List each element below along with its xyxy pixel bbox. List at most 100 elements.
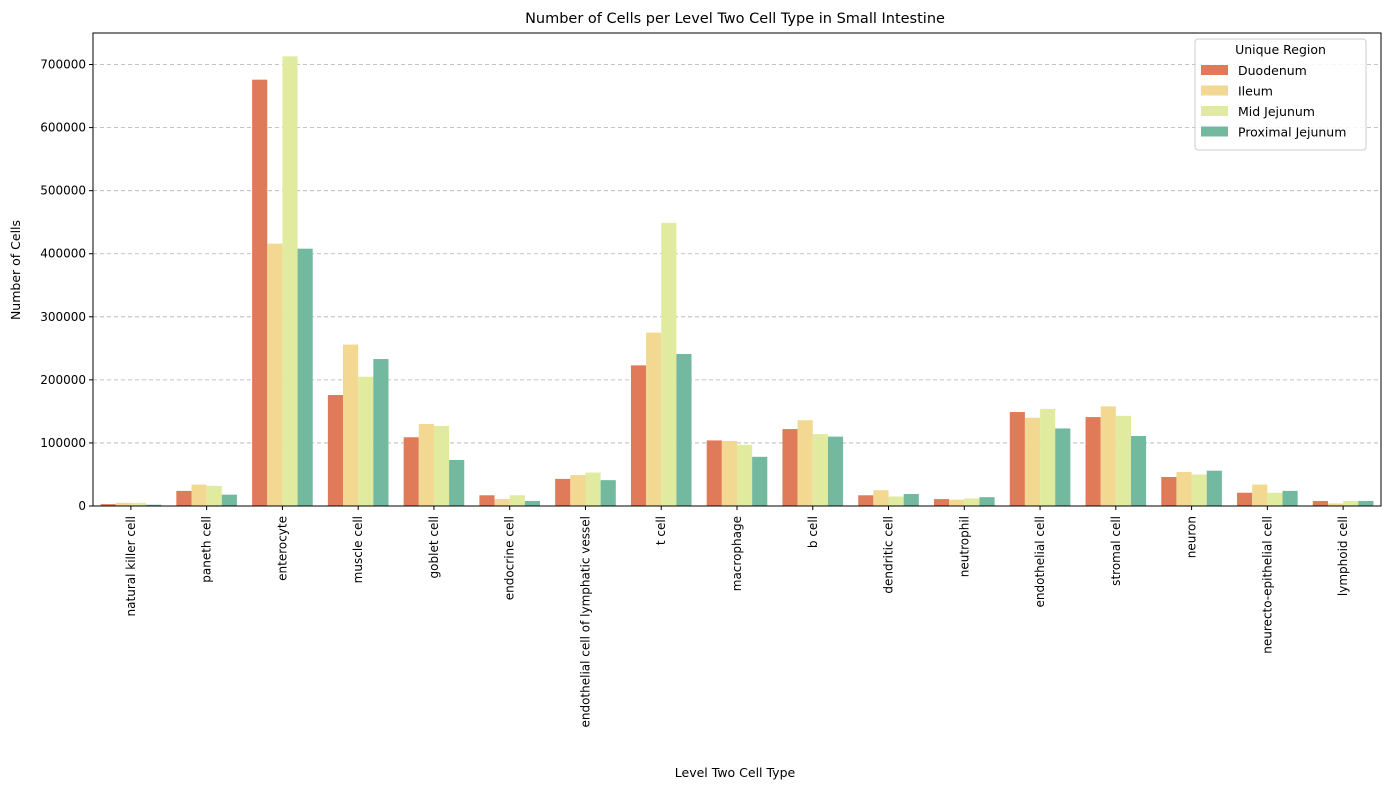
bar-ileum bbox=[1327, 503, 1344, 506]
x-tick-label: neutrophil bbox=[957, 516, 971, 577]
legend-swatch bbox=[1201, 106, 1228, 116]
bar-proximal-jejunum bbox=[1206, 470, 1222, 506]
bar-duodenum bbox=[1009, 412, 1025, 506]
bar-mid-jejunum bbox=[661, 222, 677, 506]
bar-ileum bbox=[873, 490, 889, 506]
x-tick-label: paneth cell bbox=[200, 516, 214, 583]
x-tick-label: neurecto-epithelial cell bbox=[1260, 516, 1274, 654]
bar-mid-jejunum bbox=[130, 502, 147, 506]
bar-mid-jejunum bbox=[1115, 415, 1131, 506]
y-tick-label: 200000 bbox=[40, 373, 86, 387]
bar-duodenum bbox=[403, 437, 419, 506]
bar-duodenum bbox=[630, 365, 647, 506]
bar-mid-jejunum bbox=[585, 472, 601, 506]
bar-duodenum bbox=[1312, 500, 1328, 506]
bar-duodenum bbox=[782, 429, 798, 506]
x-tick-label: natural killer cell bbox=[124, 516, 138, 616]
legend-label: Mid Jejunum bbox=[1238, 104, 1315, 119]
legend-swatch bbox=[1201, 126, 1228, 137]
x-axis: natural killer cell paneth cell enterocyte… bbox=[124, 506, 1350, 728]
bar-duodenum bbox=[933, 499, 950, 506]
bar-proximal-jejunum bbox=[373, 359, 389, 506]
x-tick-label: endocrine cell bbox=[503, 516, 517, 600]
chart-title: Number of Cells per Level Two Cell Type … bbox=[525, 11, 945, 27]
bar-proximal-jejunum bbox=[979, 497, 995, 506]
x-tick-label: enterocyte bbox=[275, 516, 289, 581]
x-tick-label: b cell bbox=[806, 516, 820, 548]
bar-mid-jejunum bbox=[206, 485, 222, 506]
bar-mid-jejunum bbox=[1191, 474, 1207, 506]
bar-ileum bbox=[191, 484, 207, 506]
bar-proximal-jejunum bbox=[1358, 500, 1374, 506]
bar-proximal-jejunum bbox=[524, 500, 541, 506]
bar-duodenum bbox=[479, 495, 495, 506]
legend: Unique Region Duodenum Ileum Mid Jejunum Pr… bbox=[1194, 38, 1367, 151]
legend-label: Proximal Jejunum bbox=[1238, 125, 1346, 140]
bar-ileum bbox=[1176, 471, 1192, 506]
bar-ileum bbox=[1252, 484, 1268, 506]
y-axis-label: Number of Cells bbox=[8, 220, 23, 320]
x-tick-label: dendritic cell bbox=[882, 516, 896, 594]
bar-proximal-jejunum bbox=[752, 456, 768, 506]
y-tick-label: 700000 bbox=[40, 58, 86, 72]
bar-ileum bbox=[797, 420, 813, 506]
x-tick-label: lymphoid cell bbox=[1336, 516, 1350, 596]
y-tick-label: 500000 bbox=[40, 184, 86, 198]
x-axis-label: Level Two Cell Type bbox=[675, 765, 796, 780]
bar-proximal-jejunum bbox=[449, 459, 465, 506]
bar-ileum bbox=[721, 441, 737, 506]
legend-title: Unique Region bbox=[1235, 42, 1326, 57]
bar-duodenum bbox=[1085, 417, 1101, 506]
bar-proximal-jejunum bbox=[1055, 428, 1071, 506]
y-tick-label: 100000 bbox=[40, 436, 86, 450]
y-tick-label: 300000 bbox=[40, 310, 86, 324]
bar-proximal-jejunum bbox=[676, 354, 692, 506]
bar-mid-jejunum bbox=[1343, 500, 1359, 506]
bar-duodenum bbox=[1237, 492, 1253, 506]
bar-proximal-jejunum bbox=[1282, 490, 1298, 506]
bar-ileum bbox=[115, 502, 131, 506]
bar-proximal-jejunum bbox=[297, 248, 313, 507]
bar-ileum bbox=[1100, 406, 1116, 506]
bar-proximal-jejunum bbox=[600, 480, 616, 506]
bar-proximal-jejunum bbox=[146, 504, 162, 506]
bar-ileum bbox=[646, 332, 662, 506]
x-tick-label: endothelial cell of lymphatic vessel bbox=[578, 516, 592, 728]
bar-mid-jejunum bbox=[1267, 492, 1283, 506]
legend-box bbox=[1194, 38, 1367, 151]
bar-proximal-jejunum bbox=[903, 494, 919, 506]
bar-ileum bbox=[267, 243, 283, 506]
bar-duodenum bbox=[1161, 476, 1177, 506]
y-tick-label: 600000 bbox=[40, 121, 86, 135]
bar-mid-jejunum bbox=[509, 495, 525, 506]
bars bbox=[100, 56, 1374, 507]
y-tick-label: 0 bbox=[78, 499, 86, 513]
bar-ileum bbox=[494, 499, 510, 506]
x-tick-label: goblet cell bbox=[427, 516, 441, 578]
x-tick-label: stromal cell bbox=[1109, 516, 1123, 586]
bar-duodenum bbox=[176, 490, 192, 506]
bar-ileum bbox=[949, 499, 965, 506]
x-tick-label: neuron bbox=[1185, 516, 1199, 558]
bar-duodenum bbox=[327, 395, 344, 506]
bar-mid-jejunum bbox=[737, 444, 753, 506]
bar-mid-jejunum bbox=[812, 434, 828, 506]
bar-ileum bbox=[343, 344, 359, 506]
bar-proximal-jejunum bbox=[827, 436, 844, 506]
y-tick-label: 400000 bbox=[40, 247, 86, 261]
y-axis: 0 100000 200000 300000 400000 500000 600000 700… bbox=[40, 58, 93, 513]
bar-mid-jejunum bbox=[358, 376, 374, 506]
x-tick-label: t cell bbox=[654, 516, 668, 545]
bar-mid-jejunum bbox=[433, 425, 450, 506]
x-tick-label: macrophage bbox=[730, 516, 744, 591]
bar-ileum bbox=[570, 475, 586, 506]
bar-proximal-jejunum bbox=[221, 494, 237, 506]
bar-duodenum bbox=[252, 79, 268, 506]
legend-swatch bbox=[1201, 85, 1228, 96]
bar-ileum bbox=[1024, 417, 1041, 506]
x-tick-label: endothelial cell bbox=[1033, 516, 1047, 607]
bar-mid-jejunum bbox=[964, 498, 980, 506]
legend-label: Ileum bbox=[1238, 84, 1273, 99]
